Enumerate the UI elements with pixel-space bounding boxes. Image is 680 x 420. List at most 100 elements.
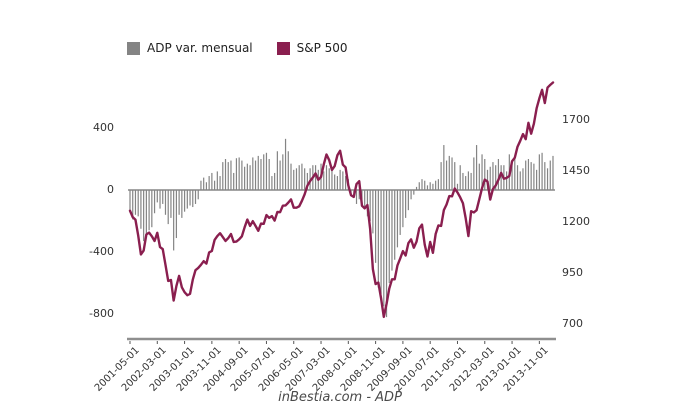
adp-bar: [424, 180, 426, 190]
adp-bar: [173, 190, 175, 251]
adp-bar: [279, 160, 281, 190]
adp-bar: [533, 163, 535, 190]
adp-bar: [134, 190, 137, 215]
adp-bar: [145, 190, 147, 239]
adp-bar: [129, 190, 131, 211]
adp-bar: [445, 160, 448, 190]
adp-bar: [462, 172, 464, 190]
right-axis-tick-label: 1200: [562, 215, 590, 228]
adp-bar: [541, 152, 543, 190]
adp-bar: [415, 186, 418, 190]
adp-bar: [153, 190, 156, 214]
left-axis-tick-label: 0: [107, 183, 114, 196]
right-axis-tick-label: 1700: [562, 113, 590, 126]
adp-bar: [391, 190, 393, 271]
adp-bar: [486, 169, 489, 190]
adp-bar: [549, 160, 551, 190]
adp-bar: [421, 179, 423, 190]
adp-bar: [432, 183, 434, 190]
left-axis-tick-label: 400: [93, 121, 114, 134]
adp-bar: [536, 169, 538, 190]
adp-bar: [301, 163, 303, 190]
adp-bar: [200, 180, 202, 190]
adp-bar: [252, 157, 254, 190]
adp-bar: [377, 190, 379, 288]
right-axis-tick-label: 700: [562, 317, 583, 330]
adp-bar: [383, 190, 385, 307]
adp-bar: [511, 160, 513, 190]
adp-bar: [192, 190, 194, 208]
sp500-line: [128, 81, 555, 319]
adp-bar: [375, 190, 377, 263]
adp-bar: [470, 172, 472, 190]
legend-item-adp: ADP var. mensual: [127, 41, 253, 55]
adp-bar: [235, 158, 238, 190]
adp-bar: [396, 190, 399, 248]
adp-bar: [429, 182, 431, 190]
adp-bar: [413, 190, 415, 195]
adp-bar: [552, 155, 554, 190]
adp-bar: [183, 190, 186, 212]
adp-bar: [284, 138, 287, 190]
adp-bar: [268, 159, 270, 190]
adp-bar: [546, 168, 549, 190]
adp-bar: [293, 169, 295, 190]
right-axis-tick-label: 1450: [562, 164, 590, 177]
adp-bar: [211, 172, 213, 190]
adp-bar: [500, 165, 502, 190]
adp-bar: [344, 176, 347, 190]
adp-bar: [451, 157, 453, 190]
x-axis-ticks: [129, 341, 540, 344]
adp-bar: [216, 171, 218, 190]
adp-bar: [525, 160, 527, 190]
adp-bar: [475, 145, 478, 190]
source-caption: inBestia.com - ADP: [278, 390, 402, 405]
adp-bar: [336, 176, 338, 190]
adp-bar: [448, 155, 450, 190]
adp-bar: [519, 171, 521, 190]
adp-bar: [276, 151, 278, 190]
adp-bar: [304, 168, 306, 190]
adp-bar: [454, 162, 456, 190]
adp-bar: [186, 190, 188, 209]
adp-bar: [366, 190, 369, 217]
legend-item-sp500: S&P 500: [276, 41, 348, 55]
adp-bar: [140, 190, 142, 229]
adp-bar: [484, 159, 486, 190]
adp-bar: [514, 159, 516, 190]
adp-bar: [170, 190, 172, 218]
adp-bar: [467, 171, 469, 190]
adp-bar: [137, 190, 139, 217]
adp-bar: [244, 166, 246, 190]
adp-bar: [385, 190, 388, 318]
adp-bar: [443, 145, 445, 190]
adp-bar: [407, 190, 409, 211]
adp-bar: [325, 165, 328, 190]
adp-bar: [222, 162, 224, 190]
sp500-legend-swatch-icon: [276, 41, 290, 55]
adp-bar: [214, 180, 216, 190]
adp-bar: [233, 172, 235, 190]
adp-bar: [530, 162, 532, 190]
adp-bar: [544, 162, 546, 190]
adp-legend-label: ADP var. mensual: [147, 41, 253, 55]
left-axis-tick-label: -400: [89, 245, 114, 258]
adp-bar: [334, 174, 336, 190]
adp-bar: [323, 171, 325, 190]
adp-bar: [355, 190, 358, 204]
adp-bar: [164, 190, 167, 215]
adp-bar: [143, 190, 145, 242]
adp-bar: [506, 171, 508, 190]
adp-bar: [478, 163, 480, 190]
adp-bar: [295, 168, 298, 190]
adp-bar: [238, 157, 240, 190]
adp-bar: [230, 160, 232, 190]
adp-bar: [489, 166, 491, 190]
adp-bar: [175, 190, 177, 239]
adp-bar: [189, 190, 191, 206]
adp-bar: [402, 190, 404, 228]
adp-bar: [178, 190, 180, 215]
adp-bar: [306, 172, 308, 190]
adp-bar: [314, 165, 317, 190]
